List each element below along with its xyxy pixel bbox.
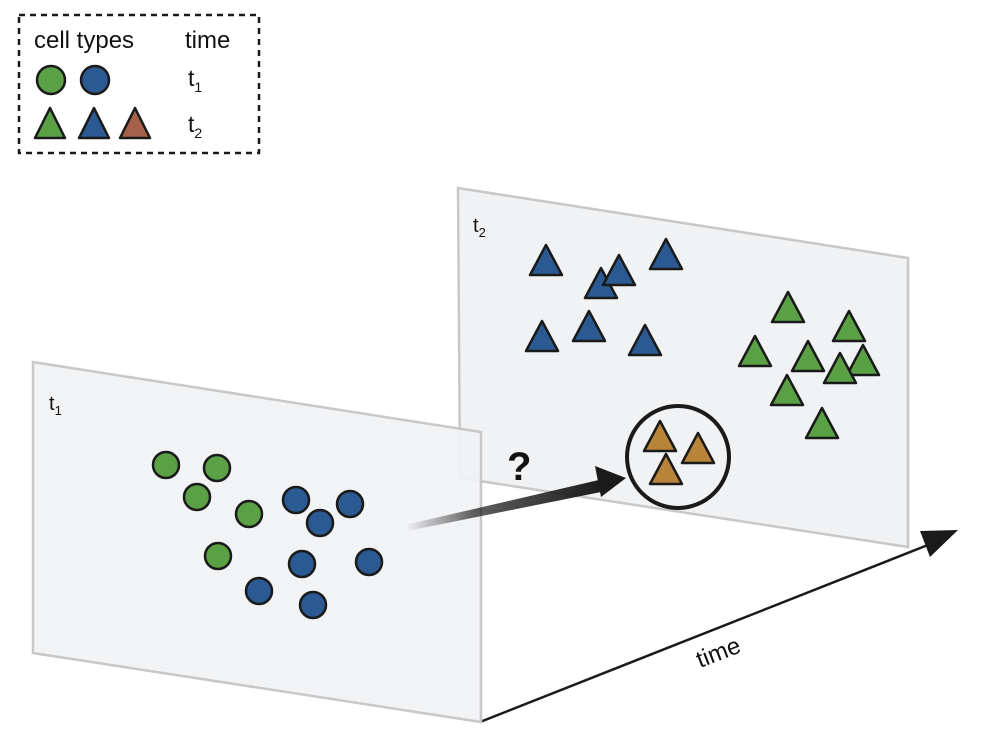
circle-cell-icon	[202, 453, 232, 483]
panel-t1-label: t1	[49, 393, 62, 418]
brown-triangle-cluster	[642, 419, 716, 486]
time-axis: time	[479, 530, 958, 724]
time-axis-arrowhead-icon	[920, 530, 958, 557]
circle-cell-icon	[234, 499, 264, 529]
circle-cell-icon	[203, 541, 233, 571]
legend-green-triangle-icon	[33, 106, 67, 140]
triangle-cell-icon	[804, 406, 840, 440]
circle-cell-icon	[305, 508, 335, 538]
circle-cell-icon	[287, 549, 317, 579]
triangle-cell-icon	[769, 373, 805, 407]
time-axis-label: time	[692, 632, 744, 673]
triangle-cell-icon	[648, 237, 684, 271]
circle-cell-icon	[281, 485, 311, 515]
triangle-cell-icon	[627, 323, 663, 357]
green-circle-cluster	[151, 450, 264, 571]
new-cell-type-highlight-ring	[625, 404, 731, 510]
circle-cell-icon	[354, 547, 384, 577]
green-triangle-cluster	[737, 290, 881, 440]
legend-blue-circle-icon	[79, 64, 111, 96]
circle-cell-icon	[244, 576, 274, 606]
question-mark: ?	[507, 445, 531, 489]
triangle-cell-icon	[770, 290, 806, 324]
blue-triangle-cluster	[524, 237, 684, 357]
panel-t1: t1	[31, 360, 483, 724]
legend-brown-triangle-icon	[118, 106, 152, 140]
panel-t1-plane	[31, 360, 483, 724]
triangle-cell-icon	[642, 419, 678, 453]
legend-header-time: time	[185, 27, 230, 54]
legend-row2-time: t2	[188, 111, 202, 141]
legend-blue-triangle-icon	[77, 106, 111, 140]
legend: cell types time t1 t2	[17, 13, 261, 155]
legend-green-circle-icon	[35, 64, 67, 96]
transition-arrow-head-icon	[595, 466, 626, 497]
triangle-cell-icon	[528, 243, 564, 277]
circle-cell-icon	[151, 450, 181, 480]
triangle-cell-icon	[524, 319, 560, 353]
transition-arrow: ?	[405, 445, 626, 531]
triangle-cell-icon	[822, 351, 858, 385]
panel-t2: t2	[456, 186, 910, 549]
circle-cell-icon	[182, 482, 212, 512]
triangle-cell-icon	[571, 309, 607, 343]
panel-t2-label: t2	[473, 215, 486, 240]
triangle-cell-icon	[680, 431, 716, 465]
triangle-cell-icon	[831, 309, 867, 343]
triangle-cell-icon	[601, 253, 637, 287]
blue-circle-cluster	[244, 485, 384, 620]
triangle-cell-icon	[790, 339, 826, 373]
triangle-cell-icon	[737, 334, 773, 368]
triangle-cell-icon	[648, 452, 684, 486]
transition-arrow-shaft	[405, 479, 606, 531]
time-axis-line	[479, 539, 939, 724]
legend-header-cell-types: cell types	[34, 27, 134, 54]
triangle-cell-icon	[845, 343, 881, 377]
circle-cell-icon	[298, 590, 328, 620]
circle-cell-icon	[335, 489, 365, 519]
panel-t2-plane	[456, 186, 910, 549]
legend-row1-time: t1	[188, 65, 202, 95]
